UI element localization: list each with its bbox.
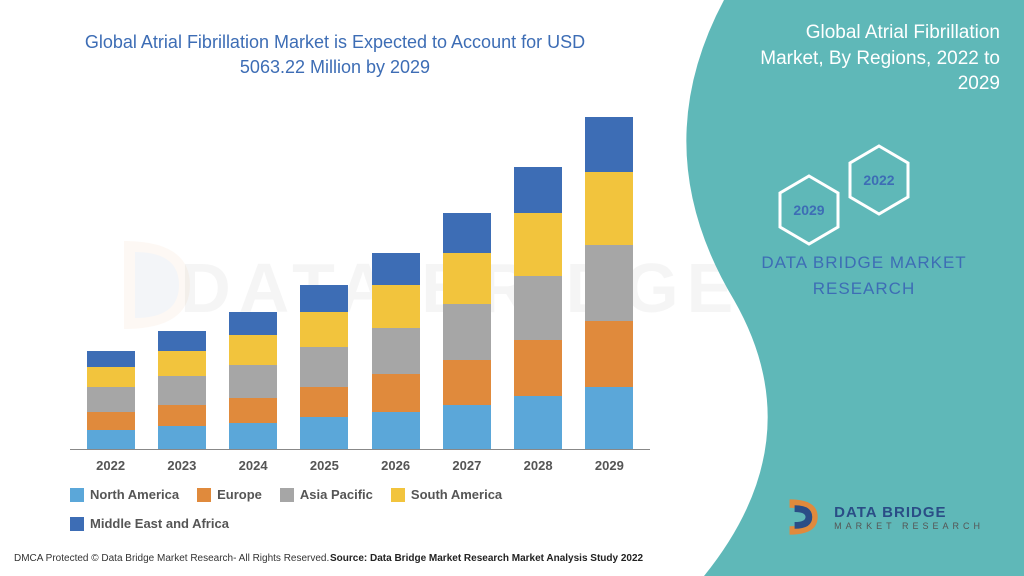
legend-swatch [70,517,84,531]
bar-segment [514,276,562,340]
bar-2027 [443,213,491,449]
bar-segment [585,117,633,172]
bar-segment [87,351,135,367]
x-axis-label: 2023 [158,458,206,473]
logo-icon [782,496,824,538]
bar-segment [372,412,420,450]
legend-label: South America [411,487,502,502]
bar-segment [300,417,348,449]
bar-segment [443,360,491,405]
bar-segment [229,423,277,450]
bar-segment [585,172,633,245]
x-axis-label: 2024 [229,458,277,473]
bar-segment [87,412,135,430]
bar-segment [300,347,348,386]
bar-segment [229,335,277,365]
chart-title: Global Atrial Fibrillation Market is Exp… [60,30,610,80]
x-axis-label: 2025 [300,458,348,473]
bar-segment [158,405,206,426]
x-axis-labels: 2022 2023 2024 2025 2026 2027 2028 2029 [70,450,650,473]
legend-label: North America [90,487,179,502]
logo-block: DATA BRIDGE MARKET RESEARCH [782,496,984,538]
bar-segment [158,376,206,405]
legend-item: North America [70,487,179,502]
bar-segment [229,398,277,423]
bar-segment [87,430,135,450]
bar-segment [300,285,348,312]
brand-line-2: RESEARCH [734,276,994,302]
bar-segment [87,367,135,387]
bar-segment [229,365,277,397]
bar-segment [514,167,562,214]
bar-segment [300,312,348,348]
legend-swatch [391,488,405,502]
bar-segment [300,387,348,417]
legend-label: Middle East and Africa [90,516,229,531]
brand-line-1: DATA BRIDGE MARKET [734,250,994,276]
bar-segment [514,213,562,276]
bar-segment [372,285,420,328]
legend-item: Europe [197,487,262,502]
brand-text: DATA BRIDGE MARKET RESEARCH [734,250,994,301]
bar-segment [443,304,491,359]
bar-segment [514,396,562,450]
x-axis-label: 2026 [372,458,420,473]
footer-source: Source: Data Bridge Market Research Mark… [330,553,643,564]
bar-segment [372,253,420,285]
stacked-bar-chart [70,110,650,450]
legend-label: Europe [217,487,262,502]
bar-segment [158,426,206,449]
hex-badges: 2029 2022 [764,140,964,260]
x-axis-label: 2028 [514,458,562,473]
bar-2024 [229,312,277,450]
bar-2026 [372,253,420,450]
chart-legend: North America Europe Asia Pacific South Ame… [70,487,650,531]
bar-2025 [300,285,348,450]
legend-item: South America [391,487,502,502]
right-panel-title: Global Atrial Fibrillation Market, By Re… [740,20,1000,97]
x-axis-label: 2027 [443,458,491,473]
chart-area: Global Atrial Fibrillation Market is Exp… [0,0,680,576]
footer-copyright: DMCA Protected © Data Bridge Market Rese… [14,553,329,564]
legend-label: Asia Pacific [300,487,373,502]
hex-label-2029: 2029 [793,202,824,218]
bar-segment [585,387,633,450]
bar-segment [229,312,277,335]
right-panel: Global Atrial Fibrillation Market, By Re… [644,0,1024,576]
bar-2023 [158,331,206,449]
bar-segment [372,374,420,412]
bar-segment [514,340,562,395]
legend-item: Asia Pacific [280,487,373,502]
legend-swatch [197,488,211,502]
bar-segment [158,351,206,376]
logo-text-sub: MARKET RESEARCH [834,521,984,531]
bar-segment [443,253,491,305]
bar-2028 [514,167,562,450]
bar-segment [87,387,135,412]
x-axis-label: 2029 [585,458,633,473]
legend-swatch [70,488,84,502]
bar-2022 [87,351,135,449]
bar-segment [585,245,633,320]
legend-item: Middle East and Africa [70,516,229,531]
logo-text-main: DATA BRIDGE [834,504,984,521]
x-axis-label: 2022 [87,458,135,473]
hex-label-2022: 2022 [863,172,894,188]
bar-segment [372,328,420,375]
bar-2029 [585,117,633,450]
legend-swatch [280,488,294,502]
bar-segment [158,331,206,351]
bar-segment [443,213,491,252]
bar-segment [585,321,633,387]
bar-segment [443,405,491,450]
